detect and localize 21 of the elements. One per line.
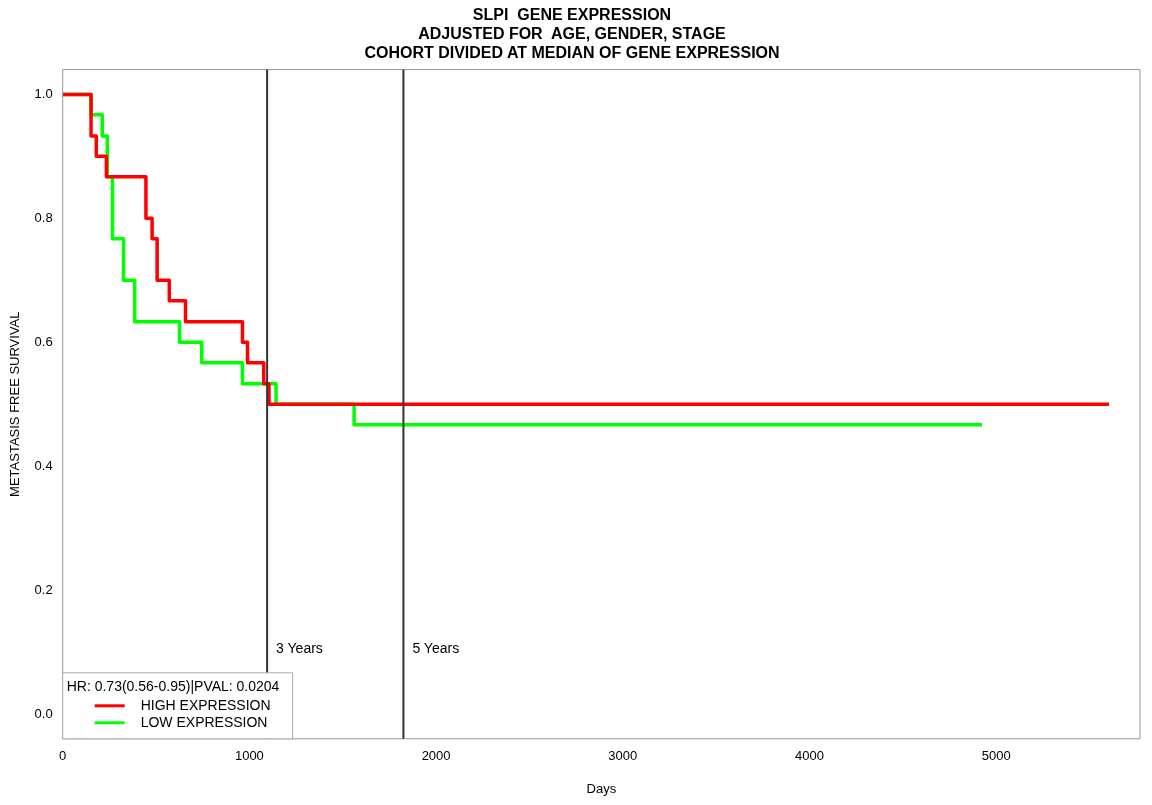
legend-title: HR: 0.73(0.56-0.95)|PVAL: 0.0204 [66,677,280,694]
y-tick-label: 0.6 [34,333,53,349]
y-axis-title: METASTASIS FREE SURVIVAL [7,311,23,497]
x-tick-label: 1000 [234,748,264,764]
y-tick-label: 0.4 [34,457,53,473]
legend-label: LOW EXPRESSION [140,713,268,730]
x-tick-label: 5000 [981,748,1011,764]
chart-subtitle: ADJUSTED FOR AGE, GENDER, STAGE COHORT DIVIDED AT MEDIAN OF GENE EXPRESSION [364,25,780,62]
chart-title: SLPI GENE EXPRESSION [472,6,672,24]
y-tick-label: 0.2 [34,581,53,597]
ref-line-label: 3 Years [276,639,323,656]
y-tick-label: 1.0 [34,85,53,101]
x-axis-title: Days [586,780,617,796]
x-tick-label: 3000 [608,748,638,764]
x-tick-label: 2000 [421,748,451,764]
ref-line-label: 5 Years [412,639,460,656]
legend-label: HIGH EXPRESSION [140,696,271,713]
x-tick-label: 0 [59,748,67,764]
x-tick-label: 4000 [795,748,824,764]
y-tick-label: 0.0 [34,705,53,721]
y-tick-label: 0.8 [34,209,53,225]
